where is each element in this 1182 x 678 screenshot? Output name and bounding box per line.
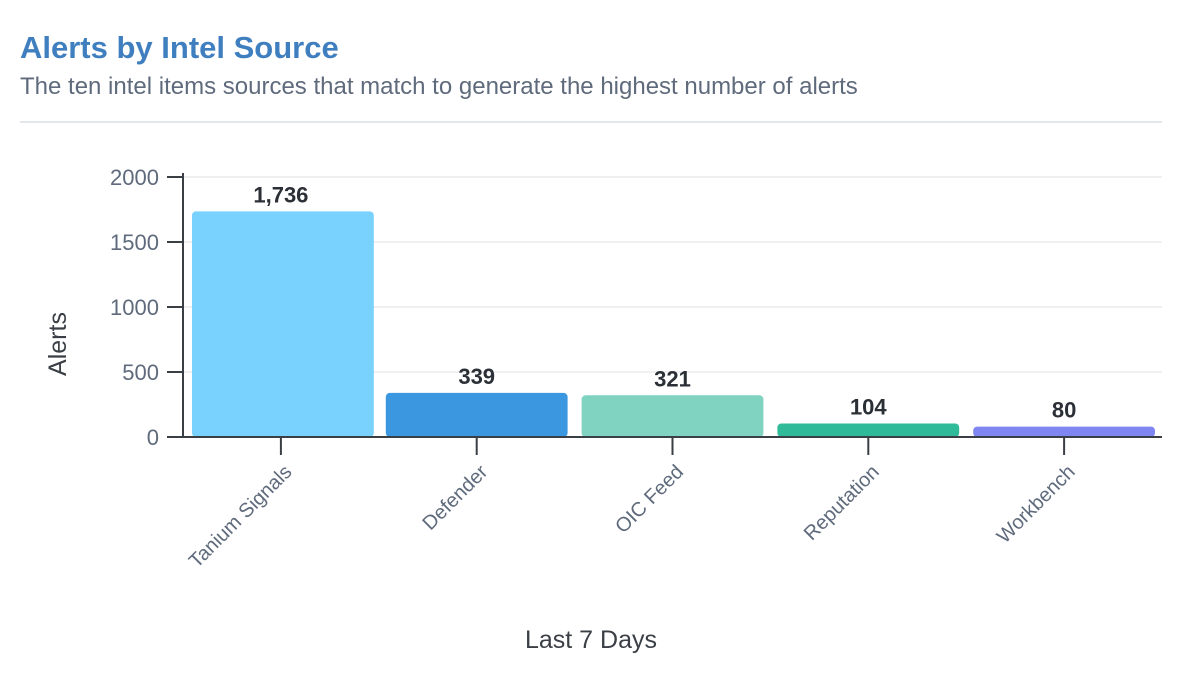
x-tick-label: OIC Feed (611, 461, 688, 538)
y-tick-label: 0 (147, 425, 159, 450)
y-tick-label: 2000 (110, 165, 159, 190)
x-tick-label: Tanium Signals (185, 461, 296, 572)
bar[interactable] (192, 211, 374, 437)
y-tick-label: 1500 (110, 230, 159, 255)
data-label: 339 (458, 364, 495, 389)
axes: 0 500 1000 1500 2000 (110, 165, 1162, 455)
chart-title: Alerts by Intel Source (20, 30, 339, 65)
data-label: 321 (654, 366, 691, 391)
chart-subtitle: The ten intel items sources that match t… (20, 73, 858, 100)
x-tick-label: Workbench (993, 461, 1080, 548)
x-tick-label: Reputation (800, 461, 884, 545)
x-tick-label: Defender (418, 461, 492, 535)
bar[interactable] (581, 395, 764, 437)
y-tick-label: 1000 (110, 295, 159, 320)
data-label: 80 (1052, 398, 1076, 423)
y-axis-title: Alerts (44, 312, 72, 376)
x-axis-title: Last 7 Days (525, 626, 657, 654)
data-label: 1,736 (253, 182, 308, 207)
bars (192, 211, 1155, 437)
bar[interactable] (385, 392, 568, 437)
bar[interactable] (973, 426, 1155, 437)
header-divider (20, 121, 1162, 123)
bar[interactable] (777, 423, 960, 437)
data-label: 104 (850, 394, 887, 419)
y-tick-label: 500 (122, 360, 159, 385)
card-header: Alerts by Intel Source The ten intel ite… (20, 28, 1162, 104)
